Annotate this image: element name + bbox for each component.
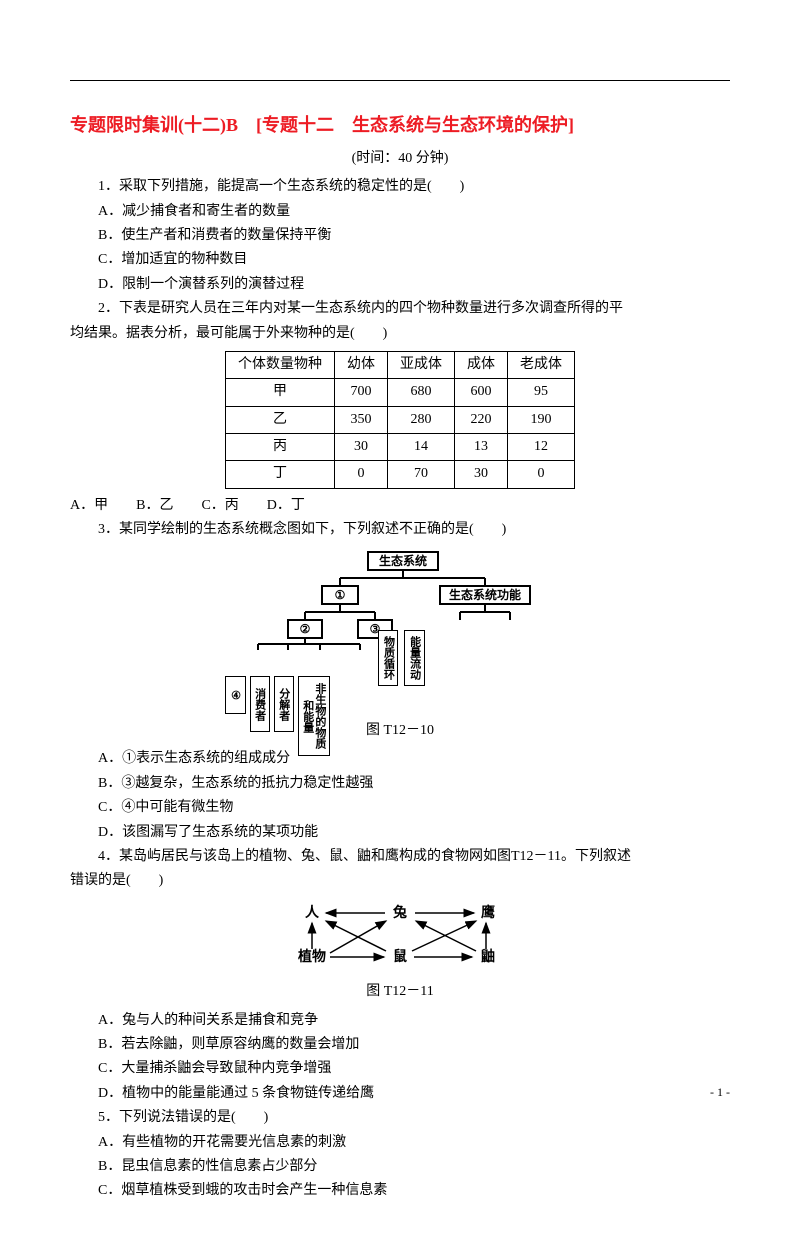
leaf-n4: ④ xyxy=(225,676,245,714)
svg-text:人: 人 xyxy=(305,904,320,921)
q1-optD: D．限制一个演替系列的演替过程 xyxy=(70,274,730,296)
q4-optD: D．植物中的能量能通过 5 条食物链传递给鹰 xyxy=(70,1083,730,1105)
q1-optC: C．增加适宜的物种数目 xyxy=(70,249,730,271)
q1-stem: 1．采取下列措施，能提高一个生态系统的稳定性的是( ) xyxy=(70,176,730,198)
th: 亚成体 xyxy=(388,351,455,378)
q3-optB: B．③越复杂，生态系统的抵抗力稳定性越强 xyxy=(70,773,730,795)
svg-text:兔: 兔 xyxy=(392,904,407,921)
th: 成体 xyxy=(455,351,508,378)
q3-stem: 3．某同学绘制的生态系统概念图如下，下列叙述不正确的是( ) xyxy=(70,519,730,541)
svg-text:生态系统: 生态系统 xyxy=(379,553,427,568)
table-row: 乙 350 280 220 190 xyxy=(226,406,575,433)
q3-optC: C．④中可能有微生物 xyxy=(70,797,730,819)
q2-stem1: 2．下表是研究人员在三年内对某一生态系统内的四个物种数量进行多次调查所得的平 xyxy=(70,298,730,320)
q4-optA: A．兔与人的种间关系是捕食和竞争 xyxy=(70,1010,730,1032)
q3-caption: 图 T12－10 xyxy=(70,720,730,742)
q3-optA: A．①表示生态系统的组成成分 xyxy=(70,748,730,770)
q4-optB: B．若去除鼬，则草原容纳鹰的数量会增加 xyxy=(70,1034,730,1056)
svg-text:植物: 植物 xyxy=(297,948,326,965)
th: 老成体 xyxy=(508,351,575,378)
table-row: 个体数量物种 幼体 亚成体 成体 老成体 xyxy=(226,351,575,378)
time-label: (时间：40 分钟) xyxy=(70,148,730,170)
svg-text:①: ① xyxy=(335,588,346,602)
leaf-decomposer: 分解者 xyxy=(274,676,294,732)
svg-text:生态系统功能: 生态系统功能 xyxy=(449,587,521,602)
q5-optB: B．昆虫信息素的性信息素占少部分 xyxy=(70,1156,730,1178)
leaf-abiotic: 非生物的物质和能量 xyxy=(298,676,330,756)
q4-stem1: 4．某岛屿居民与该岛上的植物、兔、鼠、鼬和鹰构成的食物网如图T12－11。下列叙… xyxy=(70,846,730,868)
q1-optB: B．使生产者和消费者的数量保持平衡 xyxy=(70,225,730,247)
q3-concept-diagram: 生态系统 ① 生态系统功能 ② ③ ④ 消费者 分 xyxy=(70,550,730,718)
q5-optC: C．烟草植株受到蛾的攻击时会产生一种信息素 xyxy=(70,1180,730,1202)
table-row: 甲 700 680 600 95 xyxy=(226,379,575,406)
page-title: 专题限时集训(十二)B [专题十二 生态系统与生态环境的保护] xyxy=(70,111,730,140)
top-rule xyxy=(70,80,730,81)
q2-options: A．甲 B．乙 C．丙 D．丁 xyxy=(70,495,730,517)
q4-caption: 图 T12－11 xyxy=(70,981,730,1003)
q1-optA: A．减少捕食者和寄生者的数量 xyxy=(70,201,730,223)
q4-foodweb: 人 兔 鹰 植物 鼠 鼬 xyxy=(70,901,730,979)
q5-stem: 5．下列说法错误的是( ) xyxy=(70,1107,730,1129)
svg-text:鹰: 鹰 xyxy=(481,904,495,921)
leaf-flow: 能量流动 xyxy=(404,630,424,686)
svg-text:鼠: 鼠 xyxy=(393,948,407,965)
svg-text:②: ② xyxy=(300,622,311,636)
q2-table: 个体数量物种 幼体 亚成体 成体 老成体 甲 700 680 600 95 乙 … xyxy=(225,351,575,489)
page-number: - 1 - xyxy=(710,1083,730,1102)
table-row: 丙 30 14 13 12 xyxy=(226,434,575,461)
q2-stem2: 均结果。据表分析，最可能属于外来物种的是( ) xyxy=(70,323,730,345)
leaf-consumer: 消费者 xyxy=(250,676,270,732)
svg-text:鼬: 鼬 xyxy=(481,948,495,965)
q4-stem2: 错误的是( ) xyxy=(70,870,730,892)
th: 个体数量物种 xyxy=(226,351,335,378)
table-row: 丁 0 70 30 0 xyxy=(226,461,575,488)
q3-optD: D．该图漏写了生态系统的某项功能 xyxy=(70,822,730,844)
q5-optA: A．有些植物的开花需要光信息素的刺激 xyxy=(70,1132,730,1154)
th: 幼体 xyxy=(335,351,388,378)
leaf-cycle: 物质循环 xyxy=(378,630,398,686)
q4-optC: C．大量捕杀鼬会导致鼠种内竞争增强 xyxy=(70,1058,730,1080)
